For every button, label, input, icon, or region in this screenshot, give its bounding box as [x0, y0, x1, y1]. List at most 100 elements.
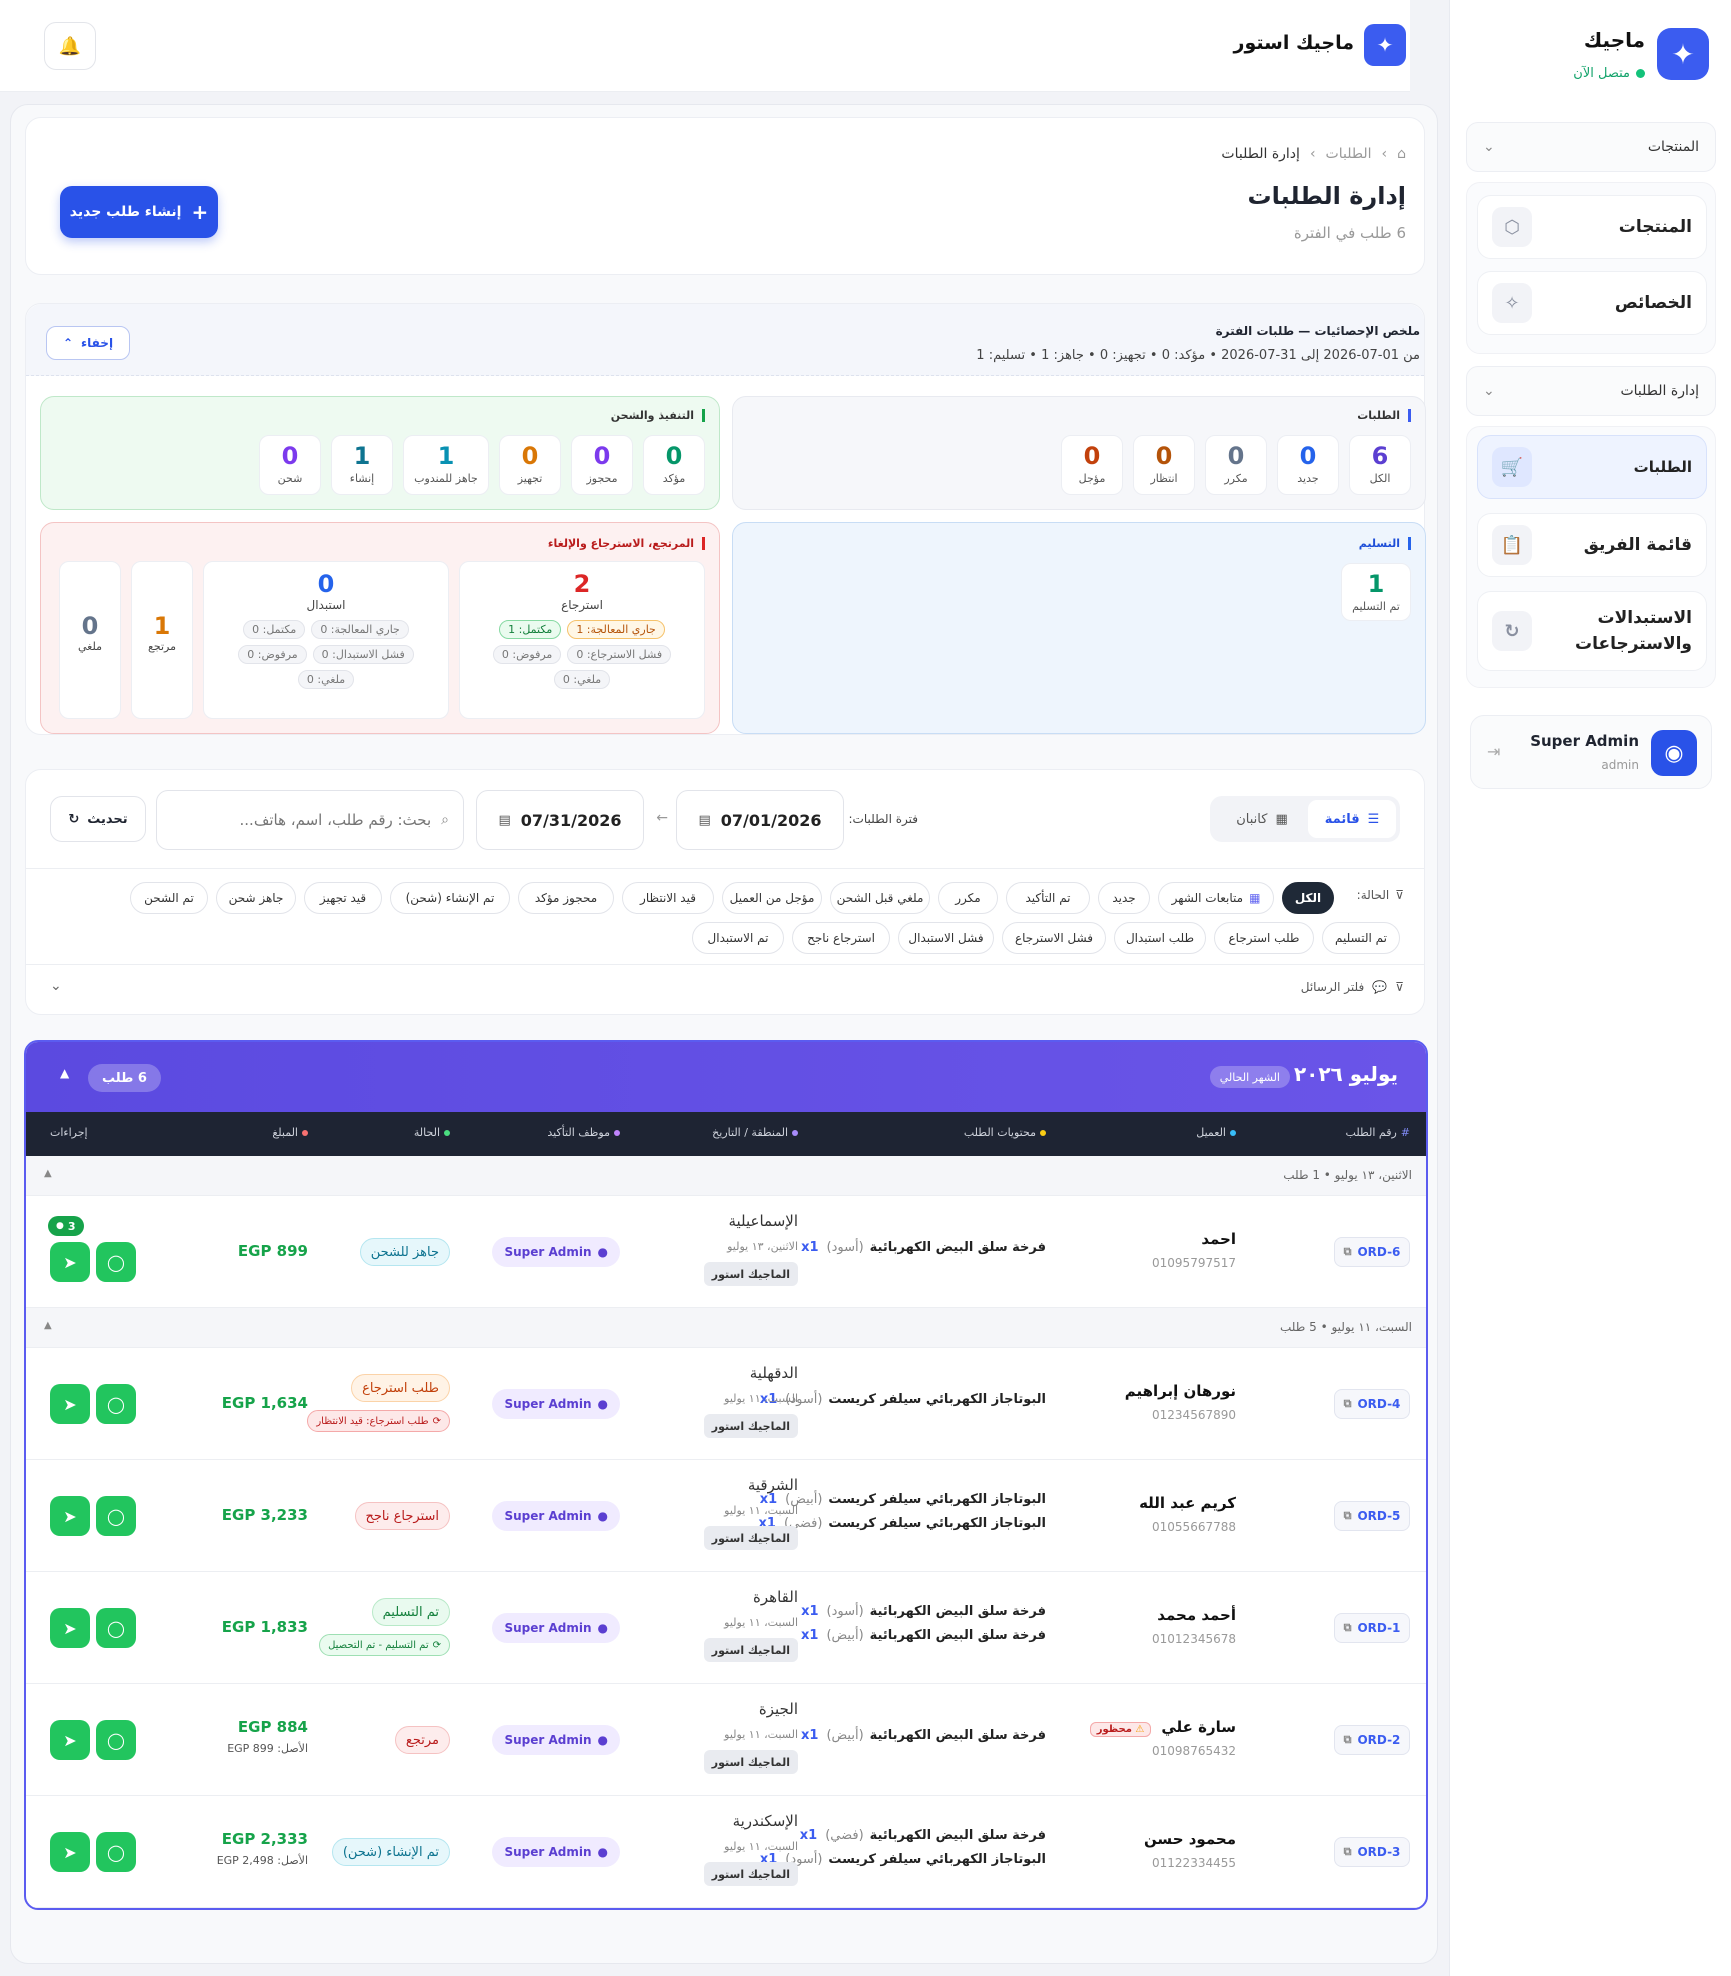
- sidebar-item-attributes[interactable]: الخصائص ✧: [1477, 271, 1707, 335]
- logout-icon[interactable]: ⇥: [1487, 742, 1501, 761]
- send-telegram-button[interactable]: ➤: [50, 1384, 90, 1424]
- view-kanban-button[interactable]: ▦ كانبان: [1236, 811, 1288, 827]
- refresh-button[interactable]: تحديث ↻: [50, 796, 146, 842]
- whatsapp-button[interactable]: ◯: [96, 1832, 136, 1872]
- message-count-badge[interactable]: 3 ●: [48, 1216, 84, 1236]
- order-id-badge[interactable]: ORD-3 ⧉: [1334, 1837, 1410, 1867]
- copy-icon[interactable]: ⧉: [1343, 1621, 1352, 1634]
- status-chip[interactable]: قيد الانتظار: [622, 882, 714, 914]
- collapse-group-icon[interactable]: ▲: [44, 1168, 52, 1179]
- stat-orders-minis-0[interactable]: 6 الكل: [1349, 435, 1411, 495]
- send-telegram-button[interactable]: ➤: [50, 1832, 90, 1872]
- col-customer[interactable]: العميل: [1196, 1126, 1236, 1139]
- staff-badge[interactable]: ● Super Admin: [492, 1389, 620, 1419]
- table-row[interactable]: ORD-3 ⧉ محمود حسن 01122334455 فرخة سلق البيض…: [26, 1796, 1426, 1908]
- status-chip[interactable]: طلب استبدال: [1114, 922, 1206, 954]
- status-chip[interactable]: قيد تجهيز: [304, 882, 382, 914]
- date-to-input[interactable]: 07/31/2026 ▤: [476, 790, 644, 850]
- col-order-id[interactable]: # رقم الطلب: [1345, 1126, 1410, 1139]
- stat-cancelled[interactable]: 0 ملغي: [59, 561, 121, 719]
- staff-badge[interactable]: ● Super Admin: [492, 1725, 620, 1755]
- whatsapp-button[interactable]: ◯: [96, 1242, 136, 1282]
- order-id-badge[interactable]: ORD-4 ⧉: [1334, 1389, 1410, 1419]
- staff-badge[interactable]: ● Super Admin: [492, 1501, 620, 1531]
- table-row[interactable]: ORD-6 ⧉ احمد 01095797517 فرخة سلق البيض الكه…: [26, 1196, 1426, 1308]
- copy-icon[interactable]: ⧉: [1343, 1845, 1352, 1858]
- stat-orders-minis-2[interactable]: 0 مكرر: [1205, 435, 1267, 495]
- status-chip[interactable]: تم الاستبدال: [692, 922, 784, 954]
- breadcrumb-orders[interactable]: الطلبات: [1325, 146, 1372, 162]
- stat-orders-minis-1[interactable]: 0 جديد: [1277, 435, 1339, 495]
- status-badge[interactable]: طلب استرجاع: [351, 1374, 450, 1402]
- status-chip[interactable]: تم الشحن: [130, 882, 208, 914]
- status-chip[interactable]: ملغي قبل الشحن: [830, 882, 930, 914]
- expand-filters-chevron-icon[interactable]: ⌄: [50, 978, 62, 994]
- status-chip[interactable]: تم التسليم: [1322, 922, 1400, 954]
- staff-badge[interactable]: ● Super Admin: [492, 1837, 620, 1867]
- search-input[interactable]: [191, 811, 432, 829]
- notifications-bell-icon[interactable]: 🔔: [44, 22, 96, 70]
- create-order-button[interactable]: + إنشاء طلب جديد: [60, 186, 218, 238]
- stat-delivered[interactable]: 1 تم التسليم: [1341, 563, 1411, 621]
- status-badge[interactable]: مرتجع: [394, 1726, 450, 1754]
- stat-fulfillment-5[interactable]: 0 شحن: [259, 435, 321, 495]
- whatsapp-button[interactable]: ◯: [96, 1384, 136, 1424]
- status-badge[interactable]: استرجاع ناجح: [354, 1502, 450, 1530]
- staff-badge[interactable]: ● Super Admin: [492, 1237, 620, 1267]
- status-chip[interactable]: تم الإنشاء (شحن): [390, 882, 510, 914]
- col-items[interactable]: محتويات الطلب: [964, 1126, 1046, 1139]
- section-products-toggle[interactable]: المنتجات ⌄: [1466, 122, 1716, 172]
- status-chip[interactable]: محجوز مؤكد: [518, 882, 614, 914]
- table-row[interactable]: ORD-1 ⧉ أحمد محمد 01012345678 فرخة سلق البيض…: [26, 1572, 1426, 1684]
- col-status[interactable]: الحالة: [414, 1126, 450, 1139]
- sidebar-item-products[interactable]: المنتجات ⬡: [1477, 195, 1707, 259]
- stat-fulfillment-0[interactable]: 0 مؤكد: [643, 435, 705, 495]
- stat-exchanges[interactable]: 0 استبدال جاري المعالجة: 0 مكتمل: 0 فشل ال…: [203, 561, 449, 719]
- order-id-badge[interactable]: ORD-5 ⧉: [1334, 1501, 1410, 1531]
- send-telegram-button[interactable]: ➤: [50, 1496, 90, 1536]
- send-telegram-button[interactable]: ➤: [50, 1720, 90, 1760]
- col-region-date[interactable]: المنطقة / التاريخ: [712, 1126, 798, 1139]
- stat-returned[interactable]: 1 مرتجع: [131, 561, 193, 719]
- sidebar-item-orders[interactable]: الطلبات 🛒: [1477, 435, 1707, 499]
- messages-filter[interactable]: ⊽ 💬 فلتر الرسائل: [1300, 980, 1404, 994]
- order-id-badge[interactable]: ORD-6 ⧉: [1334, 1237, 1410, 1267]
- home-icon[interactable]: ⌂: [1397, 146, 1406, 162]
- whatsapp-button[interactable]: ◯: [96, 1608, 136, 1648]
- status-chip[interactable]: استرجاع ناجح: [792, 922, 890, 954]
- status-chip[interactable]: الكل: [1282, 882, 1334, 914]
- collapse-group-icon[interactable]: ▲: [44, 1320, 52, 1331]
- sidebar-item-exchanges-returns[interactable]: الاستبدالات والاسترجاعات ↻: [1477, 591, 1707, 671]
- table-row[interactable]: ORD-4 ⧉ نورهان إبراهيم 01234567890 البوتاجاز…: [26, 1348, 1426, 1460]
- status-badge[interactable]: جاهز للشحن: [359, 1238, 450, 1266]
- user-card[interactable]: ◉ Super Admin admin ⇥: [1470, 715, 1712, 789]
- date-from-input[interactable]: 07/01/2026 ▤: [676, 790, 844, 850]
- stat-fulfillment-1[interactable]: 0 محجوز: [571, 435, 633, 495]
- collapse-month-icon[interactable]: ▲: [60, 1066, 70, 1080]
- section-orders-toggle[interactable]: إدارة الطلبات ⌄: [1466, 366, 1716, 416]
- copy-icon[interactable]: ⧉: [1343, 1509, 1352, 1522]
- staff-badge[interactable]: ● Super Admin: [492, 1613, 620, 1643]
- status-badge[interactable]: تم الإنشاء (شحن): [331, 1838, 450, 1866]
- send-telegram-button[interactable]: ➤: [50, 1242, 90, 1282]
- status-badge[interactable]: تم التسليم: [371, 1598, 450, 1626]
- stat-orders-minis-4[interactable]: 0 مؤجل: [1061, 435, 1123, 495]
- table-row[interactable]: ORD-5 ⧉ كريم عبد الله 01055667788 البوتاجاز …: [26, 1460, 1426, 1572]
- copy-icon[interactable]: ⧉: [1343, 1245, 1352, 1258]
- status-chip[interactable]: جاهز شحن: [216, 882, 296, 914]
- table-row[interactable]: ORD-2 ⧉ سارة علي⚠ محظور 01098765432 فرخة سلق…: [26, 1684, 1426, 1796]
- stat-fulfillment-4[interactable]: 1 إنشاء: [331, 435, 393, 495]
- hide-summary-button[interactable]: إخفاء ⌃: [46, 326, 130, 360]
- view-list-button[interactable]: ☰ قائمة: [1308, 800, 1396, 838]
- send-telegram-button[interactable]: ➤: [50, 1608, 90, 1648]
- sidebar-item-team-list[interactable]: قائمة الفريق 📋: [1477, 513, 1707, 577]
- status-chip[interactable]: فشل الاسترجاع: [1002, 922, 1106, 954]
- status-chip[interactable]: مؤجل من العميل: [722, 882, 822, 914]
- col-staff[interactable]: موظف التأكيد: [547, 1126, 620, 1139]
- stat-orders-minis-3[interactable]: 0 انتظار: [1133, 435, 1195, 495]
- col-amount[interactable]: المبلغ: [272, 1126, 308, 1139]
- status-chip[interactable]: جديد: [1098, 882, 1150, 914]
- order-id-badge[interactable]: ORD-2 ⧉: [1334, 1725, 1410, 1755]
- copy-icon[interactable]: ⧉: [1343, 1397, 1352, 1410]
- status-chip[interactable]: ▦ متابعات الشهر: [1158, 882, 1274, 914]
